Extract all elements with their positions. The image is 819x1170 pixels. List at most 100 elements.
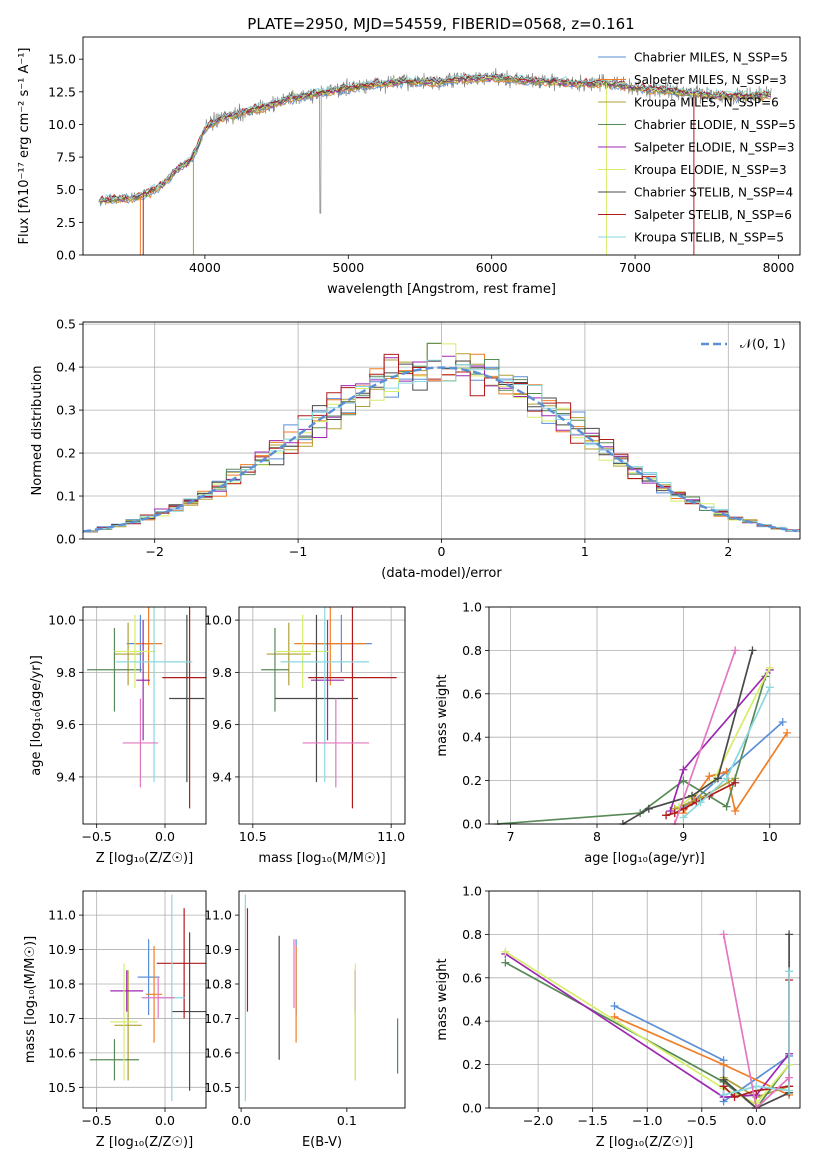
legend-label: Chabrier MILES, N_SSP=5 [634, 51, 788, 65]
y-tick-label: 0.1 [56, 489, 76, 504]
x-axis-label: Z [log₁₀(Z/Z☉)] [596, 1135, 693, 1150]
weight-point-marker [785, 967, 794, 976]
weight-point-marker [719, 1082, 728, 1091]
weight-point-marker [644, 804, 653, 813]
x-axis-label: age [log₁₀(age/yr)] [584, 851, 705, 866]
plot-area [493, 646, 792, 825]
y-tick-label: 10.0 [48, 117, 76, 132]
weight-series-line [678, 721, 784, 810]
chart-layer: 4000 5000 6000 7000 80000.02.55.07.510.012.5… [17, 36, 801, 1150]
weight-point-marker [785, 930, 794, 939]
legend-label: Chabrier STELIB, N_SSP=4 [634, 186, 793, 200]
weight-point-marker [662, 811, 671, 820]
weight-point-marker [722, 774, 731, 783]
x-axis-label: (data-model)/error [381, 566, 502, 581]
weight-point-marker [785, 1086, 794, 1095]
weight-point-marker [785, 1073, 794, 1082]
x-tick-label: −1.5 [577, 1113, 607, 1128]
weight-point-marker [501, 947, 510, 956]
x-tick-label: −0.5 [81, 1113, 111, 1128]
weight-point-marker [713, 774, 722, 783]
weight-point-marker [783, 728, 792, 737]
x-tick-label: 7000 [619, 260, 651, 275]
y-tick-label: 11.0 [48, 908, 76, 923]
x-axis-label: wavelength [Angstrom, rest frame] [327, 282, 556, 297]
weight-point-marker [610, 1002, 619, 1011]
x-tick-label: −2.0 [523, 1113, 553, 1128]
y-tick-label: 0.3 [56, 403, 76, 418]
weight-series-line [673, 650, 737, 825]
axes-frame [82, 36, 801, 256]
y-tick-label: 10.7 [204, 1011, 232, 1026]
x-tick-label: 0.0 [746, 1113, 766, 1128]
x-axis-label: E(B-V) [302, 1135, 342, 1150]
legend-label: Salpeter STELIB, N_SSP=6 [634, 208, 792, 222]
model-spectrum-line [100, 72, 772, 201]
y-tick-label: 0.0 [56, 532, 76, 547]
y-tick-label: 0.6 [462, 970, 482, 985]
x-tick-label: 1 [581, 544, 589, 559]
x-tick-label: 0.1 [337, 1113, 357, 1128]
y-tick-label: 0.4 [462, 730, 482, 745]
x-tick-label: −1 [289, 544, 307, 559]
weight-point-marker [765, 663, 774, 672]
y-tick-label: 9.6 [56, 717, 76, 732]
y-tick-label: 0.2 [462, 1057, 482, 1072]
x-tick-label: 6000 [476, 260, 508, 275]
y-tick-label: 9.6 [212, 717, 232, 732]
y-tick-label: 15.0 [48, 52, 76, 67]
x-axis-label: Z [log₁₀(Z/Z☉)] [96, 851, 193, 866]
x-tick-label: −2 [145, 544, 163, 559]
y-tick-label: 10.6 [48, 1045, 76, 1060]
y-axis-label: age [log₁₀(age/yr)] [29, 655, 44, 776]
y-tick-label: 9.8 [56, 665, 76, 680]
weight-point-marker [719, 930, 728, 939]
y-tick-label: 9.4 [212, 769, 232, 784]
weight-series-line [723, 971, 790, 1096]
legend-label: Chabrier ELODIE, N_SSP=5 [634, 118, 796, 132]
legend-label: Kroupa ELODIE, N_SSP=3 [634, 163, 787, 177]
legend-label: Salpeter ELODIE, N_SSP=3 [634, 141, 795, 155]
y-tick-label: 0.0 [462, 817, 482, 832]
x-tick-label: 5000 [332, 260, 364, 275]
plot-area [261, 607, 397, 809]
axes-frame [82, 890, 207, 1109]
y-tick-label: 10.9 [48, 942, 76, 957]
y-tick-label: 9.8 [212, 665, 232, 680]
weight-point-marker [679, 813, 688, 822]
weight-point-marker [501, 958, 510, 967]
x-tick-label: 0.0 [155, 829, 175, 844]
x-tick-label: −0.5 [81, 829, 111, 844]
plot-area [244, 894, 399, 1102]
x-axis-label: Z [log₁₀(Z/Z☉)] [96, 1135, 193, 1150]
y-tick-label: 5.0 [56, 182, 76, 197]
weight-point-marker [670, 809, 679, 818]
weight-point-marker [696, 798, 705, 807]
y-axis-label: mass [log₁₀(M/M☉)] [23, 936, 38, 1063]
y-tick-label: 10.0 [48, 613, 76, 628]
model-spectrum-line [99, 73, 772, 202]
y-tick-label: 1.0 [462, 884, 482, 899]
weight-point-marker [705, 772, 714, 781]
y-axis-label: Normed distribution [30, 366, 45, 496]
x-tick-label: 2 [724, 544, 732, 559]
x-tick-label: 8000 [763, 260, 795, 275]
weight-point-marker [778, 718, 787, 727]
plot-area [98, 68, 772, 255]
y-tick-label: 0.0 [462, 1101, 482, 1116]
plot-area [87, 607, 206, 809]
y-tick-label: 0.4 [56, 360, 76, 375]
weight-point-marker [731, 646, 740, 655]
legend-label: Kroupa MILES, N_SSP=6 [634, 96, 779, 110]
legend-label: Kroupa STELIB, N_SSP=5 [634, 231, 784, 245]
y-tick-label: 0.8 [462, 927, 482, 942]
y-tick-label: 0.2 [56, 446, 76, 461]
axes-frame [82, 321, 801, 540]
plot-area [501, 930, 794, 1109]
y-tick-label: 7.5 [56, 150, 76, 165]
y-tick-label: 10.5 [204, 1080, 232, 1095]
weight-point-marker [765, 683, 774, 692]
x-tick-label: 10 [762, 829, 778, 844]
x-tick-label: 11.0 [377, 829, 405, 844]
x-axis-label: mass [log₁₀(M/M☉)] [258, 851, 385, 866]
